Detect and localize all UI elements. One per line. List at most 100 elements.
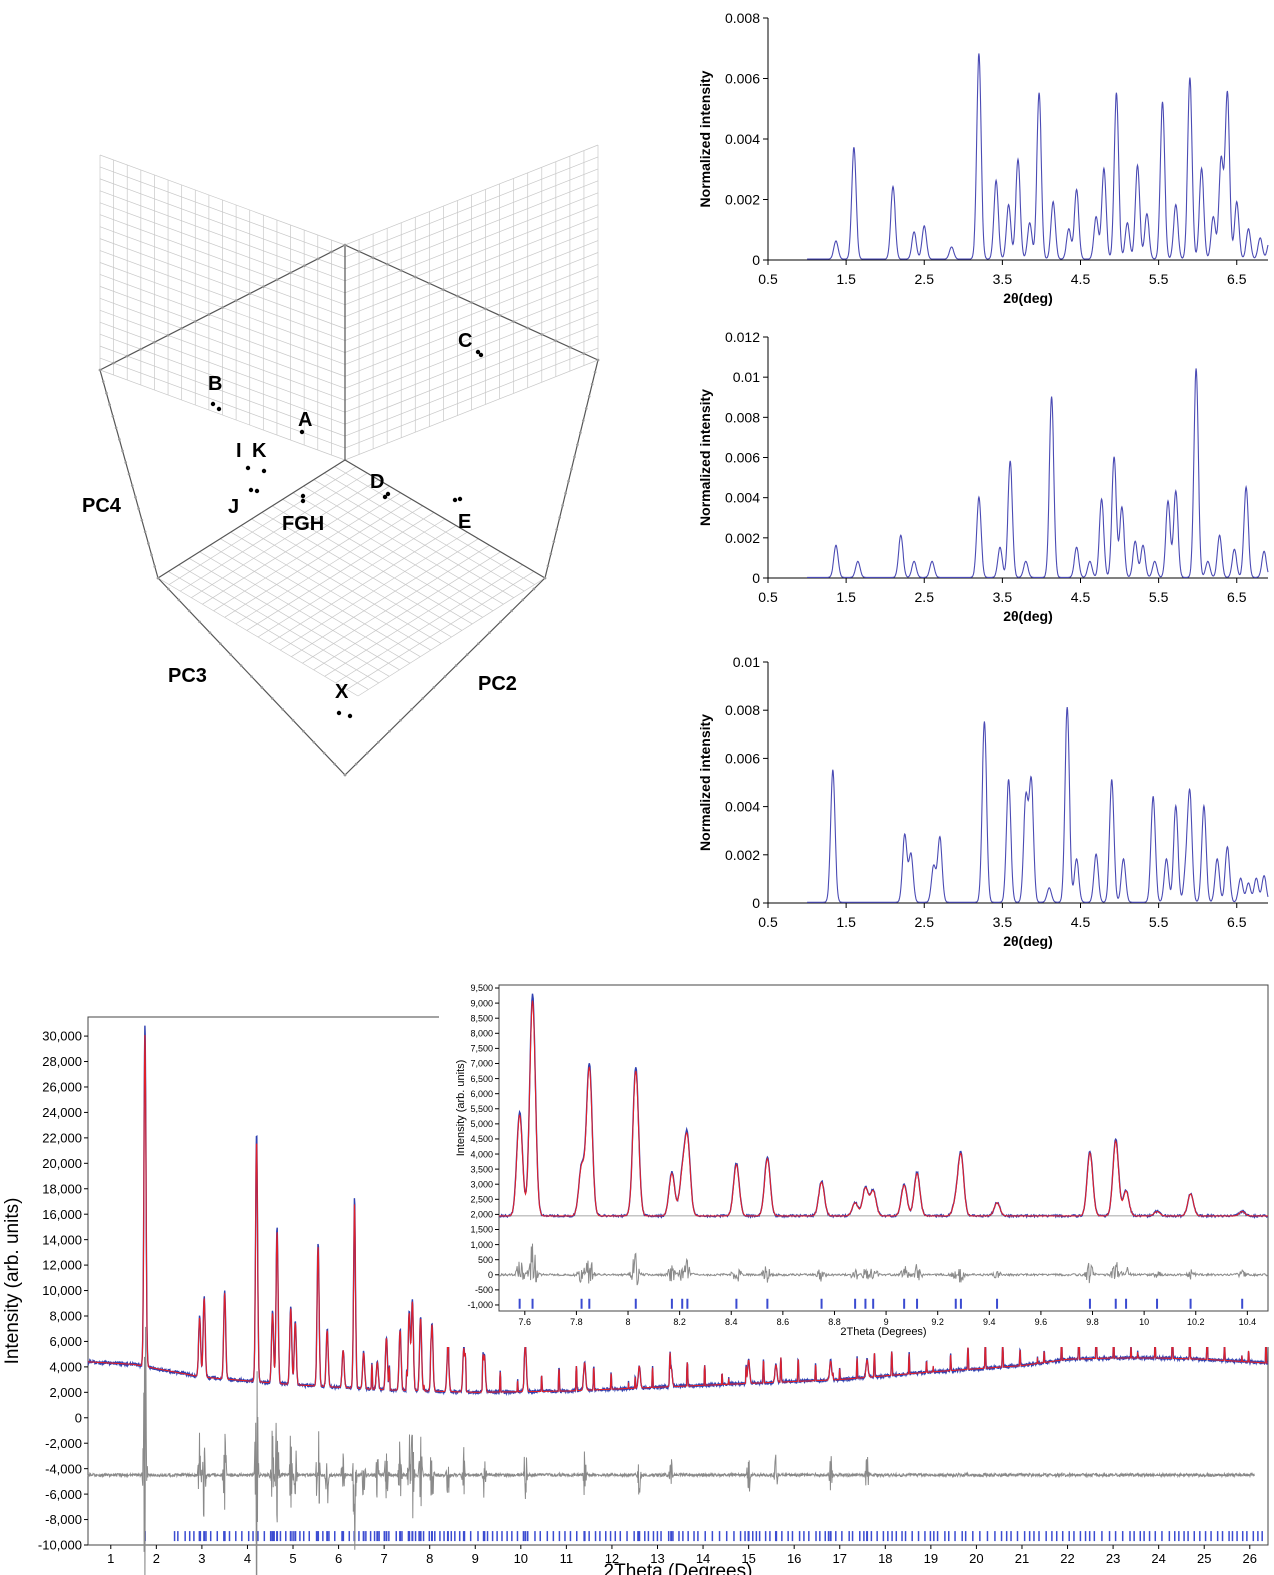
x-tick-label: 4.5 [1071, 589, 1091, 605]
pca-axis-tick [584, 407, 588, 410]
pca-axis-tick [98, 368, 102, 372]
pca-axis-tick [153, 565, 157, 568]
pca-point-marker [347, 713, 353, 719]
pca-axis-tick [377, 740, 380, 744]
pca-point-marker [261, 468, 267, 474]
pca-axis-label-pc3: PC3 [168, 665, 207, 687]
pca-axis-tick [250, 675, 253, 678]
y-tick-label: 2,000 [470, 1210, 493, 1220]
x-tick-label: 2 [153, 1551, 160, 1566]
y-tick-label: 18,000 [42, 1181, 82, 1196]
pca-point-label: A [298, 409, 312, 431]
pca-grid-line [357, 577, 546, 697]
pca-grid-line [302, 544, 490, 664]
x-tick-label: 5.5 [1149, 589, 1169, 605]
pca-point-marker [382, 494, 388, 500]
y-axis-label: Intensity (arb. units) [2, 1198, 23, 1365]
pca-axis-tick [316, 257, 320, 261]
x-tick-label: 2.5 [915, 271, 935, 287]
pca-axis-tick [147, 542, 150, 545]
pca-grid-line [99, 166, 346, 258]
y-tick-label: 1,500 [470, 1225, 493, 1235]
pca-axis-tick [498, 313, 501, 317]
x-tick-label: 9.4 [983, 1317, 996, 1327]
pca-axis-tick [105, 391, 108, 395]
pca-axis-tick [281, 708, 284, 711]
pca-axis-tick [570, 467, 573, 471]
y-tick-label: 8,000 [470, 1029, 493, 1039]
pca-grid-line [199, 551, 400, 671]
y-tick-label: 0.008 [725, 409, 760, 425]
pca-axis-tick [166, 333, 170, 337]
x-tick-label: 15 [741, 1551, 755, 1566]
pca-grid-line [346, 571, 535, 690]
pca-grid-line [344, 168, 599, 270]
pca-axis-tick [428, 282, 431, 285]
x-tick-label: 3 [198, 1551, 205, 1566]
y-tick-label: -8,000 [45, 1512, 82, 1527]
y-tick-label: 2,500 [470, 1195, 493, 1205]
pca-axis-tick [322, 751, 326, 755]
y-tick-label: 24,000 [42, 1105, 82, 1120]
pca-axis-tick [150, 553, 153, 557]
pca-axis-tick [207, 313, 211, 316]
y-tick-label: 2,000 [49, 1385, 82, 1400]
pca-axis-tick [198, 620, 201, 624]
pca-axis-tick [302, 264, 306, 268]
pca-axis-tick [554, 339, 558, 343]
pca-point-marker [210, 401, 216, 407]
pca-axis-tick [239, 664, 243, 667]
pca-axis-tick [248, 292, 252, 295]
x-tick-label: 10.2 [1187, 1317, 1205, 1327]
x-tick-label: 17 [833, 1551, 847, 1566]
y-tick-label: -2,000 [45, 1436, 82, 1451]
pca-axis-tick [193, 320, 197, 323]
pca-point-marker [254, 488, 260, 494]
x-tick-label: 0.5 [758, 914, 778, 930]
pca-axis-tick [488, 631, 491, 635]
y-tick-label: 6,000 [470, 1089, 493, 1099]
x-tick-label: 9.8 [1086, 1317, 1099, 1327]
x-tick-label: 5.5 [1149, 914, 1169, 930]
pca-axis-tick [180, 327, 183, 330]
x-tick-label: 19 [924, 1551, 938, 1566]
y-axis-label: Normalized intensity [697, 389, 713, 526]
x-tick-label: 8.8 [828, 1317, 841, 1327]
y-axis-label: Normalized intensity [697, 70, 713, 207]
y-tick-label: 0.006 [725, 450, 760, 466]
pca-grid [98, 144, 600, 777]
pca-axis-tick [546, 564, 550, 568]
y-tick-label: 5,000 [470, 1119, 493, 1129]
pca-point-label: FGH [282, 513, 324, 535]
y-tick-label: 500 [478, 1255, 493, 1265]
x-tick-label: 5.5 [1149, 271, 1169, 287]
pca-axis-tick [596, 358, 600, 362]
y-tick-label: 12,000 [42, 1258, 82, 1273]
pca-axis-tick [143, 530, 147, 534]
x-tick-label: 1 [107, 1551, 114, 1566]
pca-grid-line [209, 544, 411, 664]
pca-axis-tick [477, 642, 480, 645]
pca-point-label: E [458, 511, 471, 533]
x-tick-label: 8 [626, 1317, 631, 1327]
pca-axis-tick [330, 250, 333, 254]
x-tick-label: 9.2 [931, 1317, 944, 1327]
x-tick-label: 20 [969, 1551, 983, 1566]
y-tick-label: 0 [752, 252, 760, 268]
diffraction-pattern-2: 0 0.002 0.004 0.006 0.008 0.01 0.012 0.5 1.5 2.5 3… [697, 329, 1269, 624]
pca-axis-tick [421, 697, 425, 700]
x-tick-label: 18 [878, 1551, 892, 1566]
pca-point-marker [300, 493, 306, 499]
pattern-line [807, 53, 1269, 260]
x-tick-label: 9 [884, 1317, 889, 1327]
x-tick-label: 5 [289, 1551, 296, 1566]
pca-axis-tick [558, 516, 562, 519]
rietveld-main-plot: -10,000 -8,000 -6,000 -4,000 -2,000 0 2,000 4,0… [2, 1016, 1269, 1575]
pca-axis-tick [385, 262, 389, 266]
y-tick-label: 0.004 [725, 490, 760, 506]
pca-axis-tick [432, 686, 436, 689]
x-axis-label: 2Theta (Degrees) [840, 1326, 926, 1338]
y-tick-label: 1,000 [470, 1240, 493, 1250]
pca-point-marker [299, 429, 305, 435]
